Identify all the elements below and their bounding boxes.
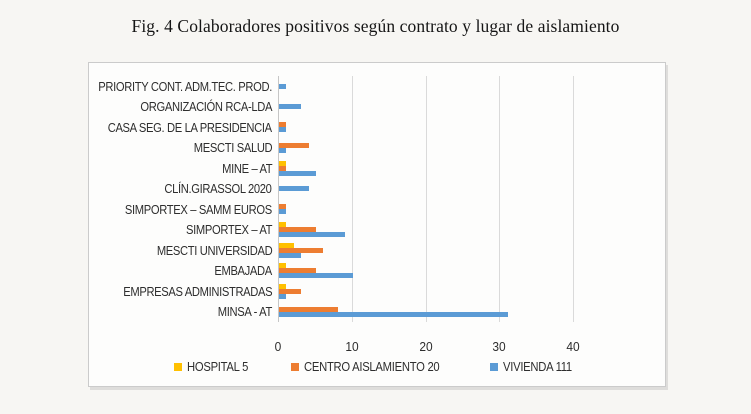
bar xyxy=(279,242,294,248)
category-label: PRIORITY CONT. ADM.TEC. PROD. xyxy=(98,78,272,94)
figure-title: Fig. 4 Colaboradores positivos según con… xyxy=(131,16,620,36)
bar xyxy=(279,311,508,317)
bar xyxy=(279,306,338,312)
bar xyxy=(279,204,287,210)
bar xyxy=(279,186,309,192)
legend-swatch-icon xyxy=(490,363,499,371)
chart-panel: PRIORITY CONT. ADM.TEC. PROD. ORGANIZACIÓ… xyxy=(88,62,666,387)
category-row: MESCTI UNIVERSIDAD xyxy=(89,240,272,261)
category-label: EMPRESAS ADMINISTRADAS xyxy=(123,283,272,299)
legend-swatch-icon xyxy=(290,363,299,371)
chart-legend: HOSPITAL 5 CENTRO AISLAMIENTO 20 VIVIENDA … xyxy=(89,360,665,374)
legend-item: CENTRO AISLAMIENTO 20 xyxy=(290,360,454,374)
bar xyxy=(279,122,287,128)
legend-swatch-icon xyxy=(174,363,183,371)
x-tick-label: 0 xyxy=(274,339,282,354)
category-label: MESCTI SALUD xyxy=(193,140,272,156)
category-row: SIMPORTEX – SAMM EUROS xyxy=(89,199,272,220)
category-row: PRIORITY CONT. ADM.TEC. PROD. xyxy=(89,76,272,97)
bar xyxy=(279,170,316,176)
legend-label: CENTRO AISLAMIENTO 20 xyxy=(303,360,440,374)
bar xyxy=(279,142,309,148)
bar xyxy=(279,273,353,279)
gridline xyxy=(573,76,574,322)
legend-label: VIVIENDA 111 xyxy=(503,360,573,374)
gridline xyxy=(351,76,353,322)
category-row: EMPRESAS ADMINISTRADAS xyxy=(89,281,272,302)
bar xyxy=(279,252,302,258)
bar xyxy=(279,247,324,253)
bar xyxy=(279,209,287,215)
gridline xyxy=(425,76,427,322)
bar xyxy=(279,283,287,289)
bar xyxy=(279,127,287,133)
category-label: ORGANIZACIÓN RCA-LDA xyxy=(140,99,272,115)
category-label: SIMPORTEX – SAMM EUROS xyxy=(125,201,272,217)
category-label: SIMPORTEX – AT xyxy=(185,222,272,238)
bar xyxy=(279,293,287,299)
x-tick-label: 10 xyxy=(345,339,359,354)
bar xyxy=(279,288,302,294)
category-label: MINE – AT xyxy=(221,160,272,176)
x-tick-label: 20 xyxy=(418,339,433,354)
x-tick-label: 30 xyxy=(492,339,506,354)
bar xyxy=(279,147,287,153)
gridline xyxy=(499,76,501,322)
category-row: SIMPORTEX – AT xyxy=(89,220,272,241)
bar xyxy=(279,232,346,238)
bar xyxy=(279,160,287,166)
x-tick-label: 40 xyxy=(566,339,580,354)
category-label: CASA SEG. DE LA PRESIDENCIA xyxy=(107,119,272,135)
legend-item: VIVIENDA 111 xyxy=(490,360,580,374)
category-label: CLÍN.GIRASSOL 2020 xyxy=(164,181,272,197)
category-row: MINE – AT xyxy=(89,158,272,179)
bar xyxy=(279,263,287,269)
category-row: CLÍN.GIRASSOL 2020 xyxy=(89,179,272,200)
legend-label: HOSPITAL 5 xyxy=(187,360,249,374)
legend-item: HOSPITAL 5 xyxy=(174,360,255,374)
category-label: MESCTI UNIVERSIDAD xyxy=(156,242,272,258)
category-row: ORGANIZACIÓN RCA-LDA xyxy=(89,97,272,118)
bar xyxy=(279,83,287,89)
bar xyxy=(279,165,287,171)
category-row: EMBAJADA xyxy=(89,261,272,282)
category-row: CASA SEG. DE LA PRESIDENCIA xyxy=(89,117,272,138)
bar xyxy=(279,104,302,110)
bar xyxy=(279,222,287,228)
category-label: EMBAJADA xyxy=(214,263,272,279)
y-axis-line xyxy=(278,76,279,322)
bar xyxy=(279,227,316,233)
category-row: MESCTI SALUD xyxy=(89,138,272,159)
category-row: MINSA - AT xyxy=(89,302,272,323)
category-label: MINSA - AT xyxy=(217,304,272,320)
bar xyxy=(279,268,316,274)
